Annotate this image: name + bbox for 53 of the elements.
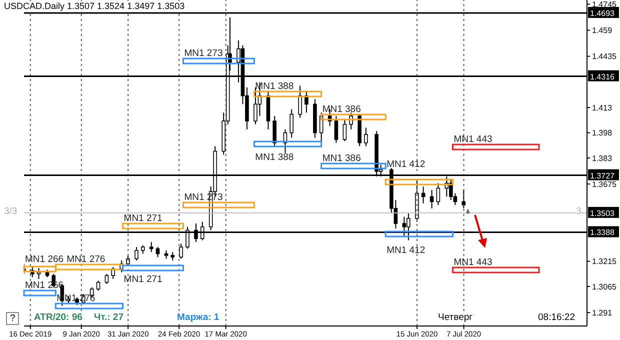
- annotation: MN1 271: [124, 213, 162, 224]
- annotation: Четверг: [438, 312, 473, 323]
- annotation: MN1 443: [454, 134, 492, 145]
- candlestick: [134, 246, 138, 261]
- y-tick-label: 1.3065: [592, 282, 618, 292]
- y-tick-label: 1.4435: [592, 52, 618, 62]
- ref-line-label: 1.3727: [590, 171, 616, 180]
- candlestick: [149, 241, 154, 253]
- annotation: MN1 276: [66, 254, 106, 265]
- annotation: MN1 266: [25, 254, 64, 265]
- candlestick: [96, 280, 100, 292]
- candlestick: [342, 118, 347, 142]
- annotation: MN1 412: [386, 159, 426, 170]
- chart-title: USDCAD.Daily 1.3507 1.3524 1.3497 1.3503: [4, 1, 185, 11]
- candlestick: [462, 189, 466, 209]
- annotation: Чт.: 27: [94, 312, 124, 323]
- candlestick: [156, 246, 160, 258]
- text: ?: [6, 312, 20, 325]
- candlestick: [298, 85, 302, 118]
- annotation: MN1 412: [386, 245, 426, 256]
- y-tick-label: 1.3675: [592, 180, 618, 189]
- candlestick: [179, 243, 184, 260]
- candlestick: [364, 127, 368, 147]
- ref-line-label: 1.3388: [590, 228, 616, 238]
- annotation: MN1 273: [184, 48, 223, 59]
- candlestick: [254, 86, 258, 125]
- annotation: MN1 388: [255, 152, 294, 163]
- annotation: MN1 386: [322, 104, 361, 115]
- ref-line-label: 1.4316: [590, 72, 616, 82]
- annotation: MN1 386: [322, 153, 361, 164]
- annotation: MN1 443: [454, 257, 492, 268]
- ref-line-label: 1.4693: [590, 8, 616, 18]
- ref-line-label: 1.3503: [590, 208, 616, 218]
- candlestick: [290, 108, 294, 138]
- candlestick: [421, 186, 426, 204]
- y-tick-label: 1.4745: [592, 0, 618, 10]
- annotation: MN1 271: [124, 274, 162, 285]
- candlestick: [436, 182, 440, 206]
- y-tick-label: 1.398: [592, 128, 613, 138]
- candlestick: [104, 273, 109, 284]
- candlestick: [430, 189, 434, 209]
- y-tick-label: 1.413: [592, 103, 613, 112]
- y-tick-label: 1.3215: [592, 257, 618, 266]
- text: 3/3: [4, 206, 18, 217]
- annotation: Маржа: 1: [177, 312, 220, 323]
- annotation: 3: [576, 206, 582, 217]
- y-tick-label: 1.291: [592, 308, 613, 318]
- annotation: ATR/20: 96: [34, 312, 82, 323]
- y-tick-label: 1.383: [592, 154, 613, 163]
- candlestick: [334, 115, 338, 144]
- y-tick-label: 1.459: [592, 26, 613, 36]
- candlestick: [272, 115, 276, 147]
- annotation: 08:16:22: [538, 312, 575, 323]
